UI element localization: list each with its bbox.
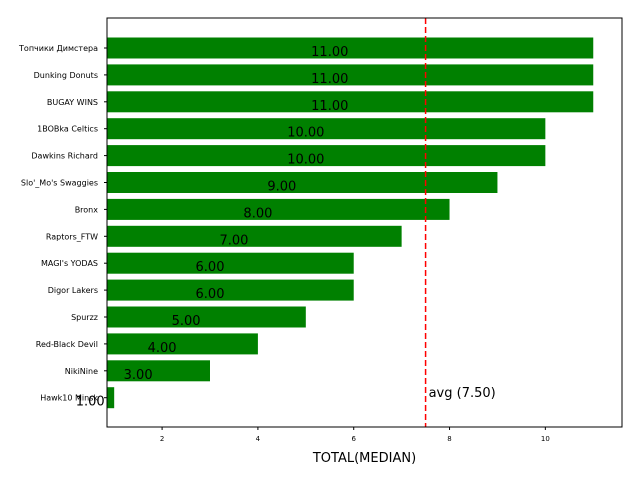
bar-value-label: 10.00	[287, 153, 324, 168]
x-tick-label: 6	[351, 435, 356, 443]
bar	[107, 118, 546, 140]
bar	[107, 279, 354, 301]
bar	[107, 145, 546, 167]
bar-value-label: 9.00	[267, 180, 296, 195]
category-label: Dawkins Richard	[31, 152, 98, 161]
bar-value-label: 1.00	[76, 395, 105, 410]
bar	[107, 91, 594, 113]
category-label: Bronx	[75, 205, 99, 214]
bar-value-label: 11.00	[311, 45, 348, 60]
bar	[107, 387, 115, 409]
bar-value-label: 11.00	[311, 72, 348, 87]
bar-value-label: 6.00	[196, 287, 225, 302]
plot-frame	[106, 17, 623, 428]
bar-value-label: 4.00	[148, 341, 177, 356]
category-label: NikiNine	[65, 367, 98, 376]
bar-value-label: 10.00	[287, 126, 324, 141]
bar	[107, 172, 498, 193]
category-label: Digor Lakers	[48, 286, 98, 295]
category-label: Red-Black Devil	[36, 340, 98, 349]
category-label: Raptors_FTW	[46, 232, 98, 241]
bar-value-label: 5.00	[172, 314, 201, 329]
category-label: BUGAY WINS	[47, 98, 98, 107]
bar-value-label: 11.00	[311, 99, 348, 114]
category-label: Hawk10 Minsk	[40, 394, 98, 403]
value-labels-layer: 11.00 11.00 11.00 10.00 10.00 9.00 8.00 7.00 6.0…	[76, 45, 349, 410]
x-ticks-layer: 2 4 6 8 10	[160, 427, 550, 443]
bar	[107, 225, 402, 247]
bar-value-label: 7.00	[219, 233, 248, 248]
x-tick-label: 2	[160, 435, 164, 443]
category-label: Dunking Donuts	[34, 71, 98, 80]
bar	[107, 198, 450, 220]
bar	[107, 333, 258, 355]
x-tick-label: 10	[541, 435, 550, 443]
bar	[107, 360, 210, 382]
bar	[107, 37, 594, 59]
category-label: Топчики Димстера	[18, 44, 98, 53]
bar	[107, 64, 594, 86]
x-axis-label: TOTAL(MEDIAN)	[312, 451, 416, 466]
category-label: 1BOBka Celtics	[37, 125, 98, 134]
category-labels-layer: Топчики Димстера Dunking Donuts BUGAY WINS…	[18, 44, 107, 403]
bar-value-label: 3.00	[124, 368, 153, 383]
category-label: Slo'_Mo's Swaggies	[21, 179, 98, 188]
x-tick-label: 8	[447, 435, 451, 443]
category-label: MAGI's YODAS	[41, 259, 98, 268]
bar	[107, 252, 354, 274]
bar-value-label: 8.00	[243, 206, 272, 221]
x-tick-label: 4	[256, 435, 261, 443]
average-label: avg (7.50)	[429, 386, 496, 401]
bars-layer	[107, 37, 594, 409]
bar-value-label: 6.00	[196, 260, 225, 275]
category-label: Spurzz	[71, 313, 98, 322]
bar	[107, 306, 306, 328]
